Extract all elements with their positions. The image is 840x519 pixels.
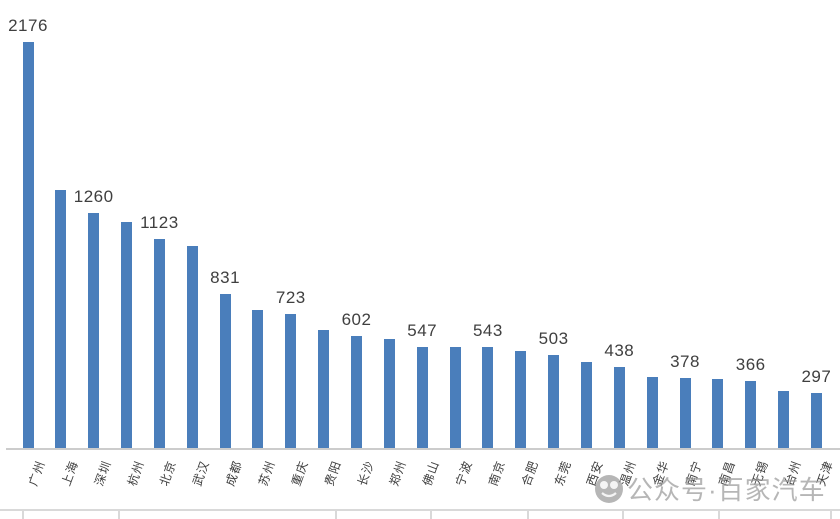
bar-佛山 [416, 346, 428, 449]
bar-上海 [55, 189, 67, 449]
spreadsheet-column-tick [830, 511, 832, 519]
bar-合肥 [515, 350, 527, 449]
bar-东莞 [548, 354, 560, 449]
data-label-无锡: 366 [735, 354, 766, 374]
x-axis-line [6, 448, 840, 450]
spreadsheet-column-tick [118, 511, 120, 519]
data-label-南宁: 378 [670, 352, 700, 372]
bar-武汉 [186, 246, 198, 449]
bar-广州 [22, 42, 34, 449]
bar-无锡 [745, 380, 757, 449]
data-label-天津: 297 [801, 367, 832, 387]
bar-温州 [613, 367, 625, 449]
bar-金华 [646, 376, 658, 449]
bar-苏州 [252, 310, 264, 449]
bar-天津 [810, 393, 822, 449]
spreadsheet-column-tick [622, 511, 624, 519]
data-label-南京: 543 [472, 321, 503, 341]
spreadsheet-column-tick [718, 511, 720, 519]
bar-南昌 [712, 379, 724, 449]
bar-北京 [153, 238, 165, 449]
bar-郑州 [383, 339, 395, 449]
data-label-广州: 2176 [8, 16, 48, 35]
bar-杭州 [121, 221, 133, 449]
watermark: 公众号·百家汽车 [594, 470, 826, 507]
bar-台州 [778, 391, 790, 449]
data-label-长沙: 602 [341, 310, 372, 330]
bar-长沙 [351, 336, 362, 449]
watermark-text: 公众号·百家汽车 [627, 475, 826, 505]
spreadsheet-gridline [0, 509, 840, 511]
spreadsheet-column-tick [527, 511, 529, 519]
bar-深圳 [88, 213, 100, 449]
data-label-深圳: 1260 [73, 187, 114, 207]
bar-西安 [580, 362, 592, 449]
data-label-成都: 831 [210, 267, 241, 287]
panda-logo-icon [594, 474, 624, 504]
bar-南京 [482, 347, 494, 449]
bar-宁波 [449, 347, 461, 449]
bar-成都 [219, 293, 231, 449]
data-label-温州: 438 [604, 341, 635, 361]
bar-南宁 [679, 378, 691, 449]
bar-贵阳 [318, 330, 330, 449]
data-label-东莞: 503 [538, 328, 569, 348]
spreadsheet-column-tick [430, 511, 432, 519]
data-label-北京: 1123 [140, 212, 179, 232]
bar-重庆 [285, 313, 297, 449]
spreadsheet-column-tick [335, 511, 337, 519]
data-label-重庆: 723 [275, 287, 306, 307]
data-label-佛山: 547 [407, 320, 438, 340]
spreadsheet-column-tick [22, 511, 24, 519]
